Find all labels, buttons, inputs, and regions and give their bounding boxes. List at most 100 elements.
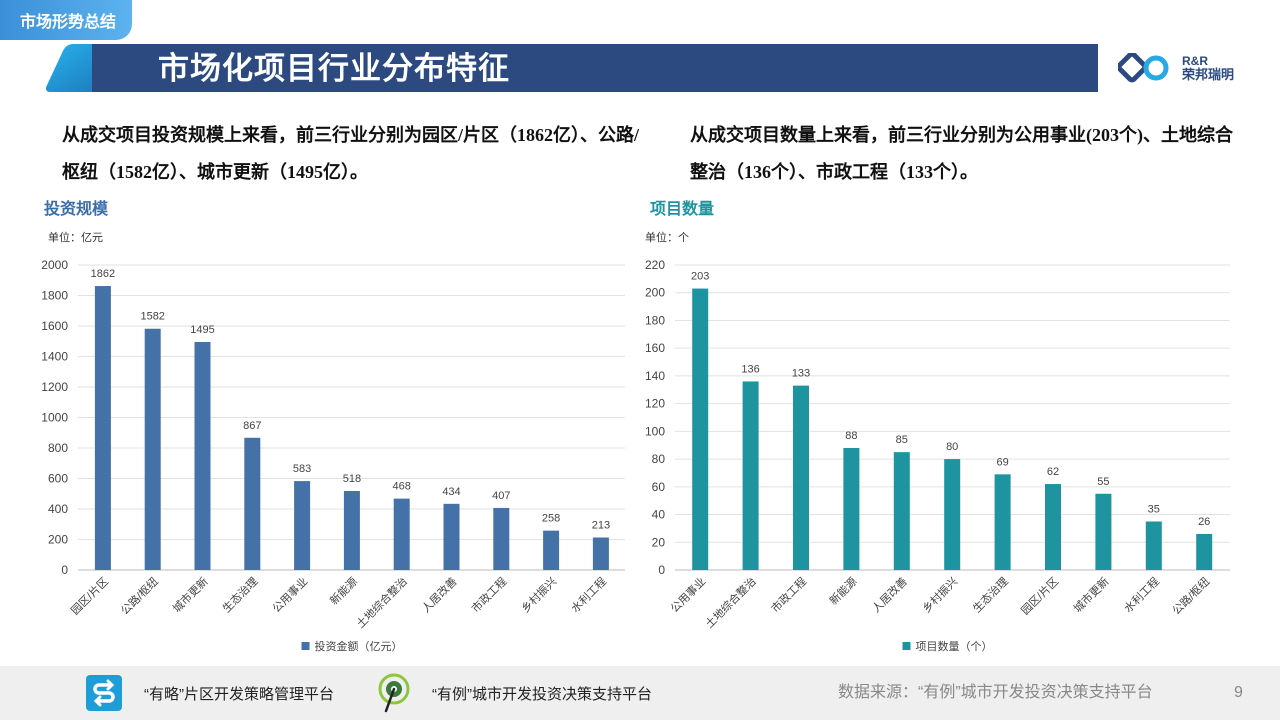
bar <box>893 452 910 570</box>
y-tick-label: 1600 <box>41 319 68 333</box>
bar <box>1145 521 1162 570</box>
y-tick-label: 1200 <box>41 380 68 394</box>
count-bar-chart: 单位：个 0 20 40 60 80 100 120 140 160 180 200 220 203 公用事… <box>645 230 1230 653</box>
bar-value-label: 133 <box>792 368 810 380</box>
bar-value-label: 583 <box>293 463 311 475</box>
y-tick-label: 400 <box>48 502 68 516</box>
unit-label: 单位：个 <box>645 230 689 244</box>
y-tick-label: 800 <box>48 441 68 455</box>
title-bar <box>92 44 1098 92</box>
bar <box>543 530 560 570</box>
footer-platform-youlue[interactable]: “有略”片区开发策略管理平台 <box>86 666 334 720</box>
x-tick-label: 乡村振兴 <box>518 574 559 615</box>
y-tick-label: 0 <box>61 563 68 577</box>
bar <box>1045 484 1061 570</box>
bar-value-label: 35 <box>1148 503 1160 515</box>
summary-count: 从成交项目数量上来看，前三行业分别为公用事业(203个)、土地综合整治（136个… <box>690 125 1233 182</box>
y-tick-label: 180 <box>645 313 665 327</box>
bar-value-label: 1582 <box>140 311 164 323</box>
footer-platform-youli[interactable]: “有例”城市开发投资决策支持平台 <box>376 666 652 720</box>
bar-value-label: 468 <box>393 481 411 493</box>
y-tick-label: 60 <box>652 480 666 494</box>
chart-title-investment: 投资规模 <box>44 201 109 218</box>
logo-text-cn: 荣邦瑞明 <box>1182 67 1235 82</box>
footer-platform1-text: “有略”片区开发策略管理平台 <box>144 685 334 703</box>
bar <box>393 498 410 570</box>
bar-value-label: 1862 <box>91 268 115 280</box>
y-tick-label: 20 <box>652 535 666 549</box>
y-tick-label: 160 <box>645 341 665 355</box>
y-tick-label: 1800 <box>41 289 68 303</box>
bar <box>843 448 860 570</box>
bar <box>944 459 961 570</box>
youlue-logo-icon <box>86 675 122 711</box>
bar-value-label: 434 <box>442 486 460 498</box>
bar <box>144 328 161 570</box>
y-tick-label: 600 <box>48 472 68 486</box>
x-tick-label: 水利工程 <box>569 575 609 615</box>
y-tick-label: 1400 <box>41 350 68 364</box>
x-tick-label: 公用事业 <box>668 575 708 615</box>
bar-value-label: 85 <box>896 434 908 446</box>
legend-swatch <box>902 642 911 650</box>
bar-value-label: 1495 <box>190 324 214 336</box>
x-tick-label: 乡村振兴 <box>919 574 960 615</box>
y-tick-label: 120 <box>645 397 665 411</box>
legend-label: 项目数量（个） <box>916 640 993 653</box>
bar <box>592 537 609 570</box>
legend-label: 投资金额（亿元） <box>315 639 403 653</box>
chart-title-count: 项目数量 <box>650 201 715 218</box>
x-tick-label: 公路/枢纽 <box>1169 574 1212 617</box>
x-tick-label: 市政工程 <box>468 574 509 615</box>
x-tick-label: 新能源 <box>327 574 360 607</box>
y-tick-label: 200 <box>48 533 68 547</box>
footer: “有略”片区开发策略管理平台 “有例”城市开发投资决策支持平台 数据来源：“有例… <box>0 666 1280 720</box>
bar <box>692 288 709 570</box>
data-source: 数据来源：“有例”城市开发投资决策支持平台 <box>838 684 1153 701</box>
y-tick-label: 1000 <box>41 411 68 425</box>
x-tick-label: 土地综合整治 <box>353 574 410 631</box>
bar <box>443 503 460 570</box>
bar <box>1196 533 1213 570</box>
legend-swatch <box>301 642 310 650</box>
x-tick-label: 园区/片区 <box>69 575 111 617</box>
x-tick-label: 生态治理 <box>219 574 260 615</box>
x-tick-label: 城市更新 <box>170 574 211 615</box>
y-tick-label: 200 <box>645 286 665 300</box>
youli-logo-icon <box>378 673 410 713</box>
bar-value-label: 69 <box>996 456 1008 468</box>
x-tick-label: 新能源 <box>826 574 859 607</box>
bar-value-label: 407 <box>492 490 510 502</box>
bar <box>742 381 759 570</box>
bar-value-label: 55 <box>1097 476 1109 488</box>
bar-value-label: 26 <box>1198 516 1210 528</box>
y-tick-label: 140 <box>645 369 665 383</box>
bar <box>294 481 311 570</box>
company-logo: R&R 荣邦瑞明 <box>1118 44 1280 92</box>
y-tick-label: 100 <box>645 424 665 438</box>
x-tick-label: 市政工程 <box>768 574 809 615</box>
bar-value-label: 213 <box>592 520 610 532</box>
page-number: 9 <box>1234 684 1243 701</box>
bar <box>994 474 1011 570</box>
x-tick-label: 园区/片区 <box>1019 575 1061 617</box>
bar-value-label: 62 <box>1047 466 1059 478</box>
bar <box>1095 493 1112 570</box>
bar-value-label: 136 <box>741 363 759 375</box>
x-tick-label: 生态治理 <box>970 574 1011 615</box>
x-tick-label: 人居改善 <box>419 574 460 615</box>
x-tick-label: 公用事业 <box>270 575 310 615</box>
y-tick-label: 0 <box>658 563 665 577</box>
logo-rings-icon <box>1118 53 1169 83</box>
y-tick-label: 2000 <box>41 258 68 272</box>
page-title: 市场化项目行业分布特征 <box>158 51 510 86</box>
summary-investment: 从成交项目投资规模上来看，前三行业分别为园区/片区（1862亿）、公路/枢纽（1… <box>62 125 639 182</box>
unit-label: 单位：亿元 <box>48 230 103 244</box>
bar <box>244 437 261 570</box>
bar-value-label: 867 <box>243 420 261 432</box>
bar <box>94 286 111 570</box>
section-tab[interactable]: 市场形势总结 <box>0 0 132 40</box>
bar-value-label: 258 <box>542 513 560 525</box>
logo-text-en: R&R <box>1182 54 1208 68</box>
x-tick-label: 公路/枢纽 <box>118 574 161 617</box>
